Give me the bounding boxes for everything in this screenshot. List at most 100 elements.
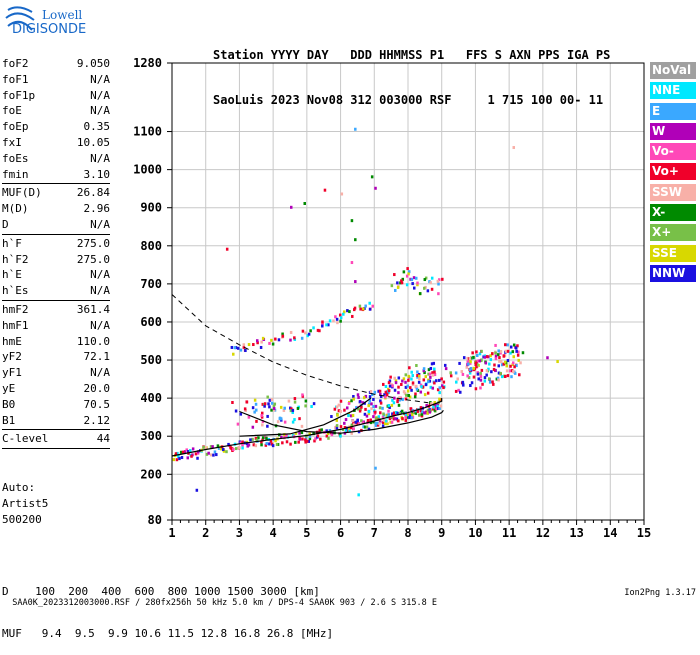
- data-point: [379, 392, 382, 396]
- isolated-point: [546, 356, 549, 360]
- data-point: [410, 388, 413, 392]
- data-point: [255, 438, 259, 442]
- data-point: [496, 376, 500, 380]
- isolated-point: [374, 186, 377, 190]
- param-value: N/A: [90, 366, 110, 380]
- data-point: [260, 411, 264, 415]
- data-point: [316, 328, 320, 332]
- data-point: [416, 281, 419, 285]
- legend-item: Vo+: [650, 163, 696, 181]
- data-point: [251, 425, 255, 429]
- data-point: [472, 366, 476, 370]
- data-point: [429, 385, 433, 389]
- data-point: [321, 322, 324, 326]
- data-point: [397, 403, 401, 407]
- data-point: [436, 402, 440, 406]
- data-point: [378, 406, 382, 410]
- data-point: [372, 420, 375, 424]
- data-point: [247, 443, 251, 447]
- data-point: [387, 404, 391, 408]
- legend-item: X-: [650, 204, 696, 222]
- y-tick-label: 600: [140, 315, 162, 329]
- data-point: [437, 282, 440, 286]
- data-point: [251, 437, 254, 441]
- data-point: [479, 386, 482, 390]
- param-value: 275.0: [76, 252, 110, 266]
- data-point: [215, 453, 218, 457]
- data-point: [492, 382, 495, 386]
- param-name: hmF2: [2, 302, 29, 316]
- isolated-point: [374, 466, 377, 470]
- data-point: [416, 370, 419, 374]
- data-point: [420, 414, 424, 418]
- data-point: [267, 402, 270, 406]
- y-tick-label: 1000: [133, 163, 162, 177]
- data-point: [393, 396, 396, 400]
- data-point: [368, 301, 371, 305]
- data-point: [390, 420, 394, 424]
- auto-artist: Artist5: [2, 497, 49, 510]
- data-point: [337, 409, 341, 413]
- data-point: [410, 278, 414, 282]
- data-point: [444, 367, 448, 371]
- data-point: [442, 380, 446, 384]
- data-point: [338, 313, 342, 317]
- data-point: [270, 442, 274, 446]
- logo-line2: DIGISONDE: [12, 22, 87, 37]
- data-point: [419, 390, 423, 394]
- data-point: [186, 456, 190, 460]
- param-value: 10.05: [76, 135, 110, 149]
- param-value: N/A: [90, 151, 110, 165]
- data-point: [378, 389, 382, 393]
- data-point: [321, 324, 324, 328]
- param-row: yF2 72.1: [2, 349, 110, 365]
- data-point: [368, 399, 372, 403]
- data-point: [427, 368, 431, 372]
- header-line2: SaoLuis 2023 Nov08 312 003000 RSF 1 715 …: [213, 93, 604, 107]
- data-point: [353, 423, 356, 427]
- data-point: [271, 342, 275, 346]
- data-point: [332, 319, 335, 323]
- data-point: [335, 418, 339, 422]
- footer-version: Ion2Png 1.3.17: [624, 588, 696, 598]
- data-point: [319, 437, 322, 441]
- data-point: [388, 417, 392, 421]
- param-name: h`F: [2, 236, 22, 250]
- data-point: [438, 397, 441, 401]
- data-point: [371, 304, 375, 308]
- data-point: [374, 423, 378, 427]
- param-value: 20.0: [83, 381, 111, 395]
- data-point: [348, 310, 351, 314]
- data-point: [357, 396, 360, 400]
- data-point: [393, 273, 396, 277]
- data-point: [334, 426, 337, 430]
- data-point: [392, 417, 396, 421]
- data-point: [344, 418, 348, 422]
- data-point: [500, 363, 504, 367]
- data-point: [423, 393, 427, 397]
- isolated-point: [225, 247, 229, 251]
- data-point: [430, 287, 434, 291]
- parameter-list: foF2 9.050 foF1 N/A foF1p N/A foE N/A foEp 0.35 fx…: [2, 56, 110, 450]
- data-point: [263, 402, 267, 406]
- data-point: [245, 441, 249, 445]
- x-tick-label: 10: [468, 526, 482, 540]
- data-point: [417, 380, 421, 384]
- data-point: [397, 391, 400, 395]
- param-row: M(D) 2.96: [2, 201, 110, 217]
- data-point: [260, 414, 263, 418]
- data-point: [356, 419, 359, 423]
- data-point: [268, 442, 271, 446]
- data-point: [488, 380, 492, 384]
- data-point: [387, 409, 390, 413]
- data-point: [266, 414, 269, 418]
- data-point: [358, 409, 362, 413]
- param-value: 275.0: [76, 236, 110, 250]
- data-points: [172, 127, 559, 497]
- param-name: yF2: [2, 350, 22, 364]
- data-point: [454, 389, 458, 393]
- param-row: B1 2.12: [2, 413, 110, 429]
- x-tick-label: 4: [270, 526, 277, 540]
- data-point: [283, 420, 287, 424]
- param-value: 3.10: [83, 167, 111, 181]
